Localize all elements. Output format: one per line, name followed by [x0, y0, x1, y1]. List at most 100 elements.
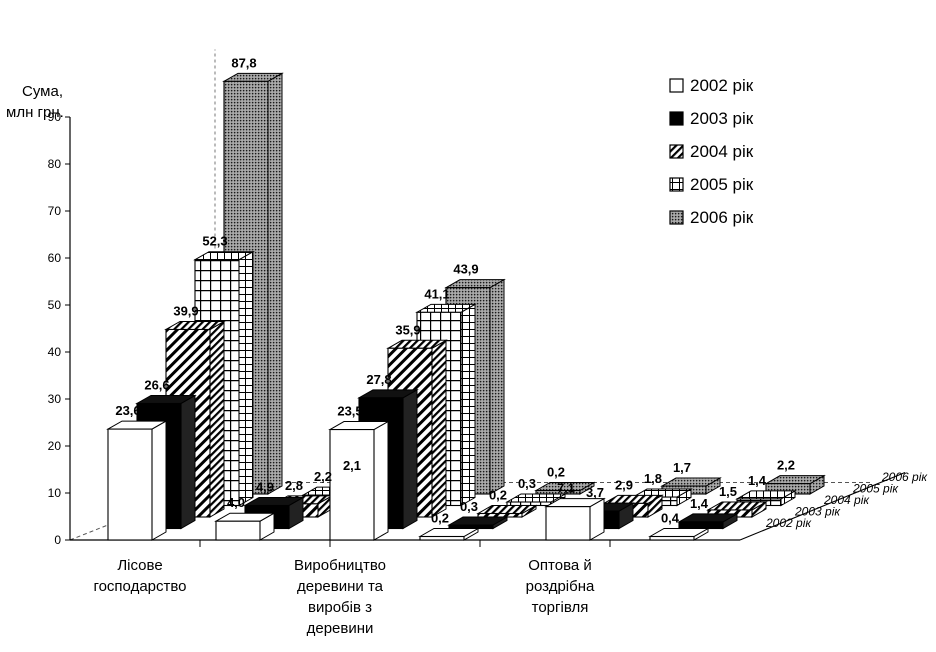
- y-tick-label: 40: [48, 345, 62, 359]
- bar-front: [215, 520, 261, 541]
- category-label: деревини та: [297, 578, 384, 595]
- category-label: роздрібна: [526, 578, 595, 595]
- category-label: господарство: [93, 578, 186, 595]
- category-label: Оптова й: [528, 557, 592, 574]
- bar-side: [267, 72, 283, 495]
- y-tick-label: 70: [48, 204, 62, 218]
- value-label: 27,8: [366, 372, 391, 387]
- y-tick-label: 30: [48, 392, 62, 406]
- value-label: 1,7: [673, 460, 691, 475]
- y-tick-label: 60: [48, 251, 62, 265]
- legend-label: 2005 рік: [690, 175, 754, 194]
- bar-2002-рік-2: [328, 420, 390, 541]
- value-label: 0,2: [547, 465, 565, 480]
- value-label: 2,2: [777, 458, 795, 473]
- y-tick-label: 10: [48, 486, 62, 500]
- bar-front: [649, 535, 695, 541]
- value-label: 26,6: [144, 377, 169, 392]
- legend-label: 2004 рік: [690, 142, 754, 161]
- bar-2003-рік-5: [677, 513, 739, 530]
- bar-side: [209, 320, 225, 518]
- value-label: 0,4: [661, 511, 680, 526]
- value-label: 0,2: [489, 488, 507, 503]
- value-label: 1,4: [690, 496, 709, 511]
- category-label: виробів з: [308, 599, 372, 616]
- legend-swatch: [669, 144, 684, 159]
- category-label: Лісове: [117, 557, 162, 574]
- value-label: 1,5: [719, 484, 737, 499]
- legend-swatch: [669, 78, 684, 93]
- legend-swatch: [669, 210, 684, 225]
- bar-2002-рік-4: [544, 497, 606, 541]
- value-label: 43,9: [453, 262, 478, 277]
- bar-side: [373, 420, 389, 541]
- bar-front: [107, 428, 153, 541]
- y-tick-label: 0: [54, 533, 61, 547]
- legend-swatch: [669, 111, 684, 126]
- category-labels: Лісове господарство Виробництво деревини та…: [93, 557, 595, 637]
- value-label: 2,8: [285, 478, 303, 493]
- value-labels: 2,2 1,7 0,2 43,9 2,1 87,8 1,4 1,8 0,3 41,1 2,2 52,3…: [115, 55, 795, 525]
- value-label: 7,1: [557, 481, 575, 496]
- y-axis: 0 10 20 30 40 50 60 70 80 90 Сума, млн грн.: [6, 83, 71, 547]
- bar-front: [419, 535, 465, 541]
- legend-label: 2006 рік: [690, 208, 754, 227]
- value-label: 1,8: [644, 471, 662, 486]
- bar-front: [329, 428, 375, 541]
- y-tick-label: 90: [48, 110, 62, 124]
- legend-label: 2002 рік: [690, 76, 754, 95]
- y-tick-label: 80: [48, 157, 62, 171]
- bar-2002-рік-5: [648, 527, 710, 541]
- value-label: 4,9: [256, 479, 274, 494]
- value-label: 52,3: [202, 234, 227, 249]
- bar-front: [448, 524, 494, 530]
- value-label: 2,1: [343, 458, 361, 473]
- bar-side: [489, 278, 505, 495]
- value-label: 39,9: [173, 303, 198, 318]
- category-label: деревини: [307, 620, 374, 637]
- depth-label-2006-рік: 2006 рік: [881, 470, 928, 484]
- value-label: 23,6: [115, 403, 140, 418]
- bar-2005-рік-3: [505, 493, 567, 507]
- bar-front: [678, 521, 724, 530]
- depth-label-2002-рік: 2002 рік: [765, 516, 812, 530]
- legend-swatch: [669, 177, 684, 192]
- value-label: 35,9: [395, 322, 420, 337]
- value-label: 2,9: [615, 477, 633, 492]
- floor-right-edge: [739, 471, 906, 541]
- bar-2003-рік-3: [447, 516, 509, 530]
- value-label: 0,3: [518, 476, 536, 491]
- category-label: Виробництво: [294, 557, 386, 574]
- bar-front: [506, 501, 552, 507]
- bar-2002-рік-0: [106, 420, 168, 541]
- y-axis-label: Сума,: [22, 83, 63, 100]
- y-tick-label: 50: [48, 298, 62, 312]
- bar-side: [460, 303, 476, 507]
- value-label: 23,5: [337, 404, 362, 419]
- value-label: 1,4: [748, 473, 767, 488]
- bar-side: [402, 388, 418, 530]
- bar-2006-рік-3: [534, 481, 596, 495]
- legend: 2002 рік 2003 рік 2004 рік 2005 рік 2006 рік: [669, 76, 754, 227]
- depth-label-2005-рік: 2005 рік: [852, 482, 899, 496]
- depth-label-2003-рік: 2003 рік: [794, 505, 841, 519]
- value-label: 4,0: [227, 495, 245, 510]
- value-label: 0,3: [460, 499, 478, 514]
- bar-front: [545, 506, 591, 541]
- bar-side: [180, 394, 196, 530]
- legend-label: 2003 рік: [690, 109, 754, 128]
- bars: [106, 72, 826, 541]
- value-label: 41,1: [424, 286, 449, 301]
- depth-label-2004-рік: 2004 рік: [823, 493, 870, 507]
- bar-side: [431, 339, 447, 518]
- value-label: 3,7: [586, 485, 604, 500]
- bar-2004-рік-3: [476, 504, 538, 518]
- bar-side: [151, 420, 167, 541]
- bar-side: [238, 250, 254, 507]
- bar-front: [477, 512, 523, 518]
- category-label: торгівля: [532, 599, 589, 616]
- value-label: 87,8: [231, 55, 256, 70]
